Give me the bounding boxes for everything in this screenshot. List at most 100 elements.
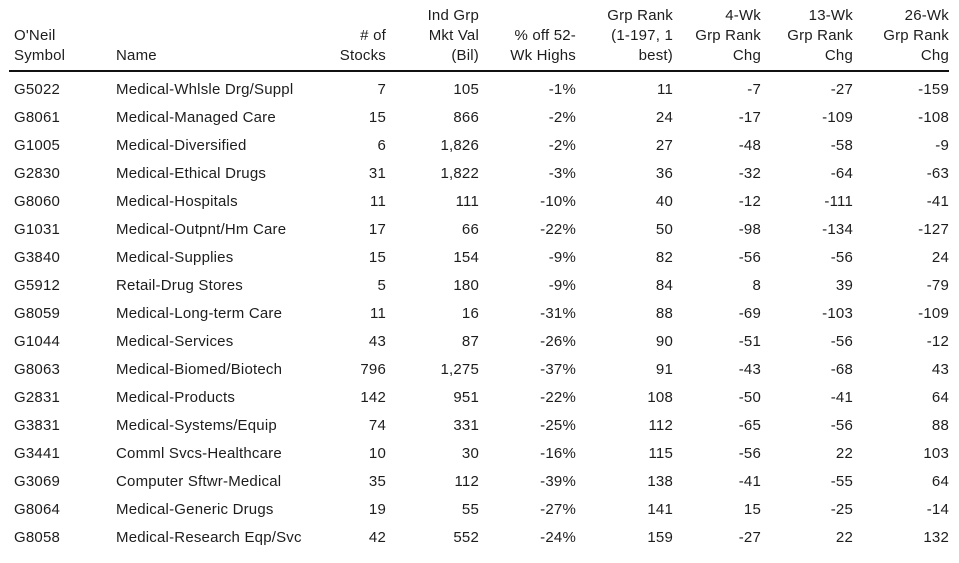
cell-stocks: 35 — [368, 472, 386, 490]
table-body: G5022 Medical-Whlsle Drg/Suppl 7 105 -1% 11 -7… — [9, 71, 949, 551]
cell-grp_rank: 50 — [655, 220, 673, 238]
cell-chg_4wk: -65 — [738, 416, 761, 434]
cell-stocks: 15 — [368, 248, 386, 266]
cell-mkt_val_bil: 30 — [461, 444, 479, 462]
cell-pct_off_52wk: -27% — [540, 500, 576, 518]
header-pct-off-52wk: % off 52- Wk Highs — [479, 0, 576, 72]
cell-mkt_val_bil: 1,826 — [440, 136, 479, 154]
cell-chg_13wk: -55 — [830, 472, 853, 490]
cell-grp_rank: 141 — [647, 500, 673, 518]
cell-chg_13wk: 22 — [835, 444, 853, 462]
cell-name: Medical-Managed Care — [116, 108, 276, 126]
cell-symbol: G8061 — [14, 108, 61, 126]
cell-chg_26wk: 24 — [931, 248, 949, 266]
cell-chg_13wk: -56 — [830, 248, 853, 266]
cell-name: Medical-Outpnt/Hm Care — [116, 220, 287, 238]
cell-symbol: G1005 — [14, 136, 61, 154]
cell-chg_13wk: 39 — [835, 276, 853, 294]
cell-grp_rank: 40 — [655, 192, 673, 210]
header-ind-grp-mkt-val: Ind Grp Mkt Val (Bil) — [386, 0, 479, 72]
table-row: G2831 Medical-Products 142 951 -22% 108 -50 -41… — [9, 383, 949, 411]
cell-mkt_val_bil: 87 — [461, 332, 479, 350]
cell-chg_26wk: -41 — [926, 192, 949, 210]
cell-stocks: 31 — [368, 164, 386, 182]
cell-pct_off_52wk: -9% — [548, 248, 576, 266]
cell-chg_4wk: -51 — [738, 332, 761, 350]
cell-symbol: G1031 — [14, 220, 61, 238]
cell-chg_26wk: -79 — [926, 276, 949, 294]
cell-grp_rank: 159 — [647, 528, 673, 546]
cell-name: Medical-Services — [116, 332, 234, 350]
table-row: G8058 Medical-Research Eqp/Svc 42 552 -24% 15… — [9, 523, 949, 551]
cell-chg_26wk: 64 — [931, 472, 949, 490]
cell-stocks: 6 — [377, 136, 386, 154]
cell-chg_13wk: 22 — [835, 528, 853, 546]
cell-chg_4wk: -69 — [738, 304, 761, 322]
cell-chg_26wk: -9 — [935, 136, 949, 154]
cell-stocks: 17 — [368, 220, 386, 238]
cell-chg_26wk: 103 — [923, 444, 949, 462]
cell-grp_rank: 108 — [647, 388, 673, 406]
cell-stocks: 15 — [368, 108, 386, 126]
cell-chg_4wk: 8 — [752, 276, 761, 294]
cell-chg_13wk: -56 — [830, 416, 853, 434]
cell-grp_rank: 82 — [655, 248, 673, 266]
cell-mkt_val_bil: 111 — [455, 192, 479, 210]
cell-stocks: 10 — [368, 444, 386, 462]
cell-symbol: G8063 — [14, 360, 61, 378]
cell-mkt_val_bil: 951 — [453, 388, 479, 406]
cell-stocks: 11 — [370, 304, 386, 322]
cell-grp_rank: 88 — [655, 304, 673, 322]
cell-name: Medical-Supplies — [116, 248, 234, 266]
cell-symbol: G8059 — [14, 304, 61, 322]
table-row: G8059 Medical-Long-term Care 11 16 -31% 88 -69… — [9, 299, 949, 327]
cell-chg_4wk: -56 — [738, 248, 761, 266]
cell-pct_off_52wk: -31% — [540, 304, 576, 322]
cell-symbol: G3831 — [14, 416, 61, 434]
cell-mkt_val_bil: 55 — [461, 500, 479, 518]
cell-chg_26wk: 132 — [923, 528, 949, 546]
cell-name: Medical-Long-term Care — [116, 304, 283, 322]
cell-symbol: G3441 — [14, 444, 61, 462]
cell-symbol: G8064 — [14, 500, 61, 518]
cell-pct_off_52wk: -2% — [548, 136, 576, 154]
cell-grp_rank: 112 — [648, 416, 673, 434]
cell-chg_13wk: -109 — [822, 108, 853, 126]
table-row: G5022 Medical-Whlsle Drg/Suppl 7 105 -1% 11 -7… — [9, 71, 949, 103]
table-header: O'Neil Symbol Name # of Stocks Ind Grp M… — [9, 0, 949, 72]
cell-name: Medical-Systems/Equip — [116, 416, 277, 434]
cell-mkt_val_bil: 552 — [453, 528, 479, 546]
cell-pct_off_52wk: -37% — [540, 360, 576, 378]
cell-pct_off_52wk: -22% — [540, 388, 576, 406]
cell-mkt_val_bil: 180 — [453, 276, 479, 294]
table-row: G8064 Medical-Generic Drugs 19 55 -27% 141 15 -… — [9, 495, 949, 523]
cell-mkt_val_bil: 866 — [453, 108, 479, 126]
cell-chg_13wk: -134 — [822, 220, 853, 238]
cell-chg_26wk: -12 — [926, 332, 949, 350]
cell-chg_4wk: -12 — [738, 192, 761, 210]
cell-chg_4wk: -32 — [738, 164, 761, 182]
cell-chg_4wk: -17 — [738, 108, 761, 126]
cell-grp_rank: 84 — [655, 276, 673, 294]
cell-pct_off_52wk: -10% — [540, 192, 576, 210]
cell-pct_off_52wk: -1% — [548, 80, 576, 98]
cell-stocks: 74 — [368, 416, 386, 434]
cell-chg_26wk: -63 — [926, 164, 949, 182]
table-row: G1044 Medical-Services 43 87 -26% 90 -51 -56 -12 — [9, 327, 949, 355]
cell-chg_26wk: -159 — [918, 80, 949, 98]
cell-grp_rank: 91 — [655, 360, 673, 378]
cell-chg_4wk: -48 — [738, 136, 761, 154]
cell-name: Medical-Ethical Drugs — [116, 164, 267, 182]
cell-grp_rank: 27 — [655, 136, 673, 154]
header-name: Name — [116, 0, 301, 72]
table-row: G5912 Retail-Drug Stores 5 180 -9% 84 8 39 -79 — [9, 271, 949, 299]
cell-chg_13wk: -64 — [830, 164, 853, 182]
cell-mkt_val_bil: 331 — [453, 416, 479, 434]
cell-stocks: 11 — [370, 192, 386, 210]
cell-chg_4wk: -27 — [738, 528, 761, 546]
header-26wk-chg: 26-Wk Grp Rank Chg — [853, 0, 949, 72]
industry-group-table: O'Neil Symbol Name # of Stocks Ind Grp M… — [9, 0, 949, 551]
cell-symbol: G3840 — [14, 248, 61, 266]
cell-chg_26wk: 88 — [931, 416, 949, 434]
cell-symbol: G1044 — [14, 332, 61, 350]
